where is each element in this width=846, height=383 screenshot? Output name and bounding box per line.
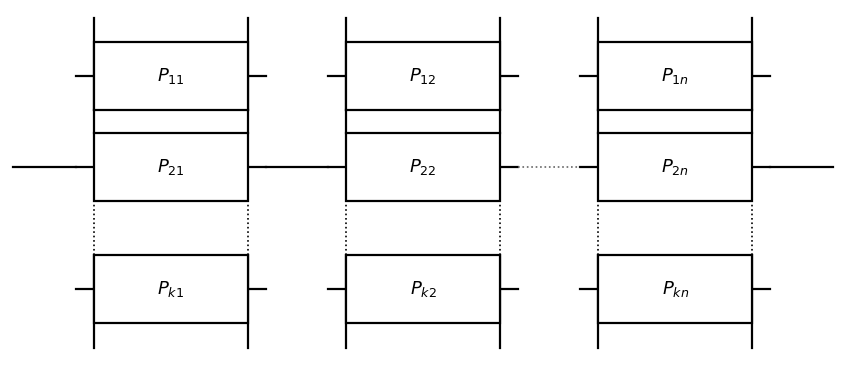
FancyBboxPatch shape (94, 133, 248, 201)
FancyBboxPatch shape (346, 42, 500, 110)
Text: $P_{2n}$: $P_{2n}$ (662, 157, 689, 177)
Text: $P_{22}$: $P_{22}$ (409, 157, 437, 177)
Text: $P_{21}$: $P_{21}$ (157, 157, 184, 177)
Text: $P_{kn}$: $P_{kn}$ (662, 279, 689, 299)
FancyBboxPatch shape (346, 133, 500, 201)
FancyBboxPatch shape (598, 42, 752, 110)
FancyBboxPatch shape (94, 255, 248, 323)
Text: $P_{k1}$: $P_{k1}$ (157, 279, 184, 299)
FancyBboxPatch shape (598, 255, 752, 323)
Text: $P_{12}$: $P_{12}$ (409, 66, 437, 86)
Text: $P_{k2}$: $P_{k2}$ (409, 279, 437, 299)
FancyBboxPatch shape (346, 255, 500, 323)
FancyBboxPatch shape (94, 42, 248, 110)
Text: $P_{11}$: $P_{11}$ (157, 66, 184, 86)
FancyBboxPatch shape (598, 133, 752, 201)
Text: $P_{1n}$: $P_{1n}$ (662, 66, 689, 86)
